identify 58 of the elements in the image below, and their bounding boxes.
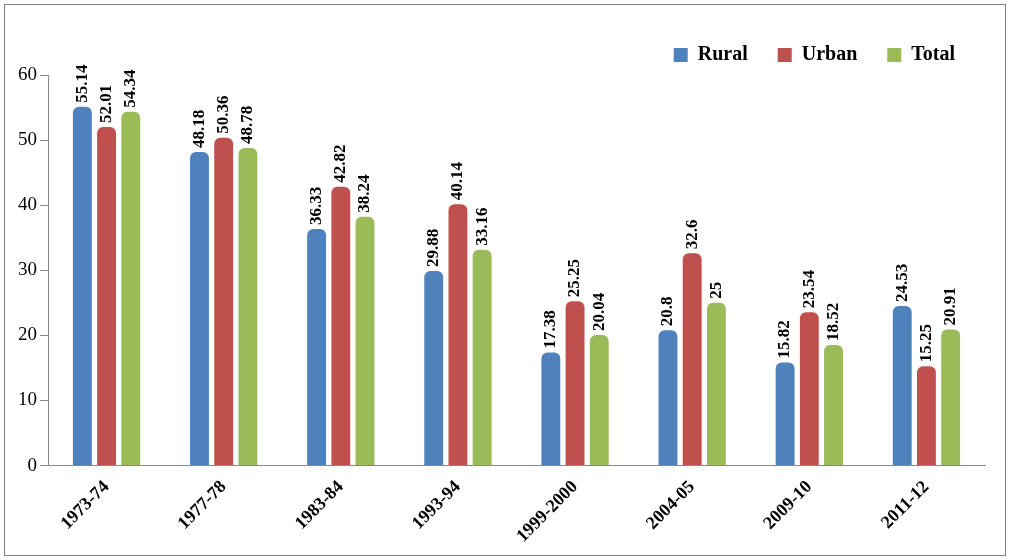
y-tick-label: 40 — [18, 193, 37, 215]
bar — [97, 127, 116, 466]
bar — [238, 148, 258, 466]
data-label: 23.54 — [798, 269, 818, 309]
bar — [448, 204, 468, 466]
data-label: 20.04 — [588, 292, 608, 332]
legend-label: Total — [911, 42, 956, 65]
data-label: 29.88 — [423, 228, 443, 268]
data-label: 32.6 — [681, 219, 701, 250]
data-label: 55.14 — [71, 63, 91, 103]
y-tick-label: 20 — [18, 323, 37, 345]
bar — [472, 249, 492, 466]
data-label: 33.16 — [471, 207, 491, 246]
data-label: 38.24 — [354, 173, 374, 213]
data-label: 42.82 — [330, 144, 350, 183]
data-label: 17.38 — [540, 310, 560, 349]
data-label: 36.33 — [306, 186, 325, 226]
bar — [658, 330, 678, 466]
legend-label: Urban — [801, 42, 858, 65]
bar — [190, 151, 209, 466]
bar — [72, 106, 92, 466]
data-label: 15.82 — [774, 320, 794, 359]
data-label: 48.78 — [237, 105, 257, 145]
data-label: 48.18 — [188, 109, 208, 148]
bar — [824, 345, 843, 466]
legend-label: Rural — [697, 42, 749, 65]
data-label: 24.53 — [891, 263, 911, 302]
y-tick-label: 30 — [18, 258, 37, 280]
bar — [355, 216, 375, 466]
y-tick-label: 0 — [27, 453, 37, 475]
bar — [941, 329, 961, 466]
data-label: 18.52 — [822, 302, 842, 342]
bar — [541, 352, 561, 466]
data-label: 52.01 — [95, 84, 115, 124]
data-label: 20.8 — [657, 296, 677, 327]
y-tick-label: 60 — [18, 62, 37, 84]
data-label: 54.34 — [120, 69, 140, 108]
data-label: 50.36 — [213, 95, 233, 134]
y-tick-label: 10 — [18, 388, 37, 410]
bar — [565, 301, 585, 466]
bar — [775, 362, 795, 466]
bar — [121, 111, 141, 466]
bar — [799, 312, 819, 466]
data-label: 20.91 — [940, 287, 960, 326]
bar — [589, 335, 609, 466]
data-label: 15.25 — [915, 324, 935, 363]
y-tick-label: 50 — [18, 128, 37, 150]
bar — [331, 186, 351, 466]
bar — [307, 229, 327, 466]
bar — [682, 253, 702, 466]
bar — [892, 305, 912, 466]
data-label: 25.25 — [564, 258, 584, 298]
data-label: 25 — [705, 281, 725, 299]
data-label: 40.14 — [447, 161, 467, 201]
bar — [706, 302, 726, 466]
bar — [424, 271, 444, 466]
bar — [214, 137, 234, 466]
bar — [917, 366, 936, 466]
